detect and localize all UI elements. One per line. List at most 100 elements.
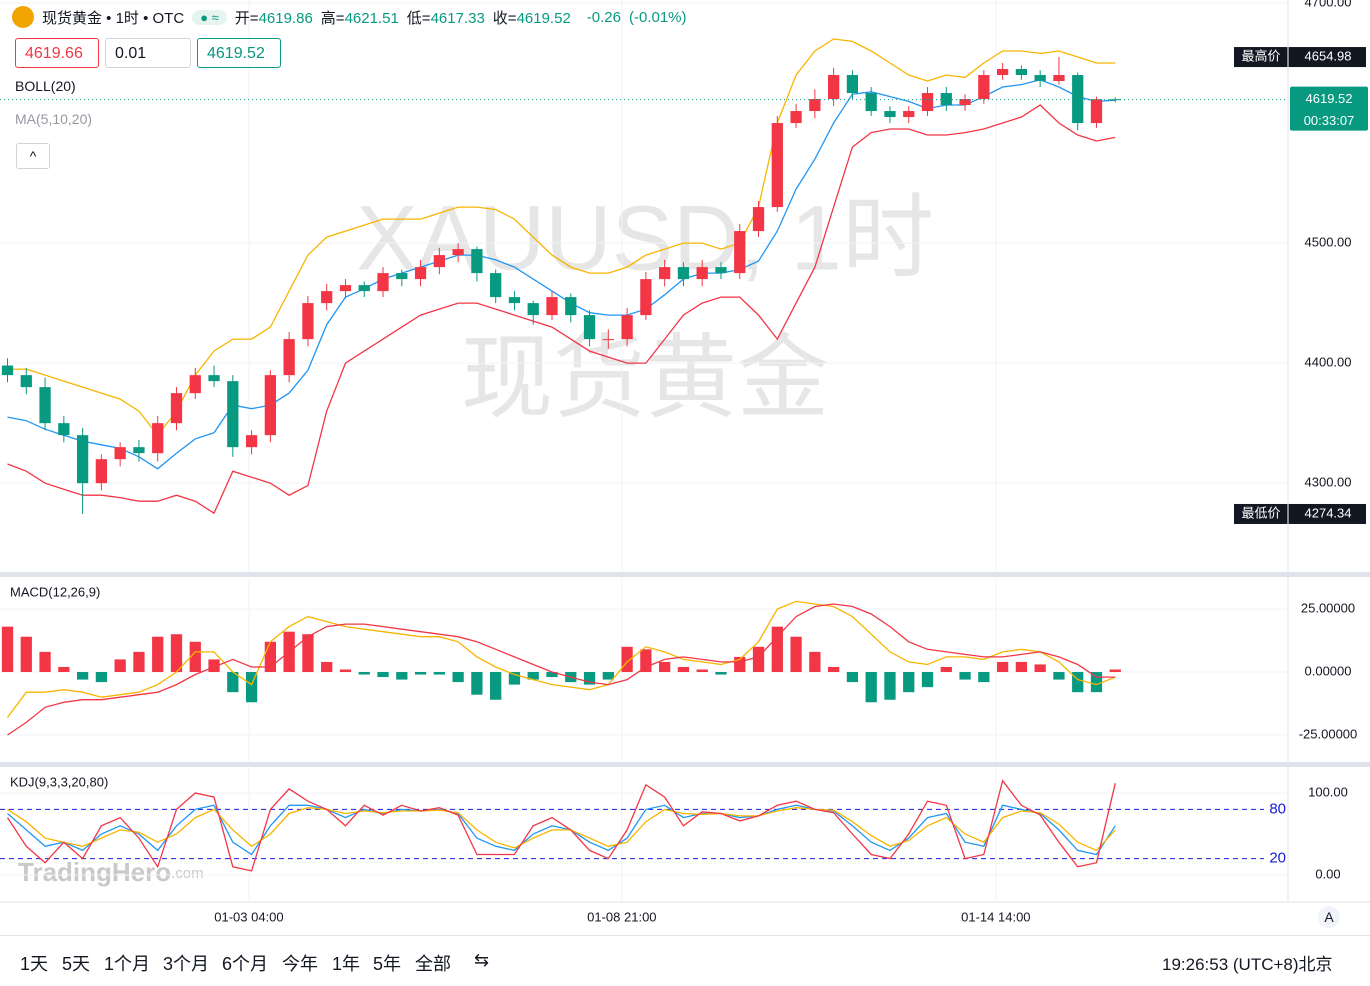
histogram-bar (865, 672, 877, 703)
histogram-bar (659, 661, 671, 673)
candle-body (828, 75, 840, 100)
clock: 19:26:53 (UTC+8)北京 (1162, 955, 1333, 974)
histogram-bar (452, 672, 464, 683)
histogram-bar (20, 636, 32, 673)
histogram-bar (996, 661, 1009, 673)
candle-body (490, 273, 502, 298)
countdown: 00:33:07 (1304, 113, 1355, 128)
histogram-bar (884, 672, 896, 700)
histogram-bar (1034, 664, 1046, 673)
histogram-bar (677, 666, 690, 673)
histogram-bar (809, 651, 821, 673)
ohlc-value: 4621.51 (344, 9, 399, 27)
candle-body (1034, 75, 1046, 82)
candle-body (302, 303, 314, 340)
candle-body (1109, 99, 1121, 101)
range-button[interactable]: 5年 (373, 954, 402, 974)
auto-scale[interactable]: A (1318, 906, 1340, 928)
candle-body (959, 99, 971, 106)
candle-body (659, 267, 671, 280)
spread[interactable]: 0.01 (105, 38, 191, 68)
badge-value: 4274.34 (1305, 505, 1352, 520)
indicator: BOLL(20) (15, 78, 76, 94)
range-button[interactable]: 6个月 (222, 954, 269, 974)
histogram-bar (1072, 672, 1084, 693)
logo-text: TradingHero (18, 857, 171, 887)
histogram-bar (715, 672, 727, 675)
symbol[interactable]: 现货黄金 • 1时 • OTC (42, 9, 185, 27)
pane: 4300.00 4400.00 4500.00 4700.00 4619.52 00:33… (0, 0, 1368, 572)
histogram-bar (358, 672, 370, 675)
y-tick-label: 100.00 (1308, 784, 1348, 799)
x-tick-label: 01-03 04:00 (214, 909, 283, 924)
histogram-bar (752, 646, 765, 673)
candle-body (640, 279, 652, 316)
histogram-bar (508, 672, 521, 685)
candle-body (677, 267, 690, 280)
y-tick-label: 0.00 (1315, 866, 1340, 881)
y-tick-label: -25.00000 (1299, 726, 1358, 741)
histogram-bar (771, 626, 783, 673)
range-button[interactable]: 1个月 (104, 954, 151, 974)
range-button[interactable]: 1天 (20, 954, 49, 974)
range-button[interactable]: 今年 (282, 954, 318, 974)
histogram-bar (58, 666, 70, 673)
pane-separator (0, 572, 1370, 577)
candle-body (865, 93, 877, 112)
histogram-bar (621, 646, 633, 673)
candle-body (114, 447, 126, 460)
range-button[interactable]: 1年 (332, 954, 361, 974)
histogram-bar (846, 672, 859, 683)
candle-body (1053, 75, 1065, 82)
range-button[interactable]: 5天 (62, 954, 91, 974)
badge-label: 最低价 (1241, 505, 1280, 520)
candle-body (152, 423, 164, 454)
histogram-bar (339, 669, 352, 673)
candle-body (20, 375, 32, 388)
candle-body (527, 303, 539, 316)
histogram-bar (734, 656, 746, 673)
candle-body (414, 267, 427, 280)
series-line (7, 804, 1116, 856)
candle-body (58, 423, 70, 436)
candle-body (734, 231, 746, 274)
watermark: 现货黄金 (461, 327, 829, 429)
candle-body (996, 69, 1009, 76)
extreme-badge (1234, 503, 1366, 524)
x-tick-label: 01-08 21:00 (587, 909, 656, 924)
candle-body (433, 255, 445, 268)
histogram-bar (471, 672, 483, 695)
candle-body (846, 75, 859, 94)
candle-body (921, 93, 934, 112)
y-tick-label: 4400.00 (1305, 355, 1352, 370)
histogram-bar (640, 649, 652, 673)
candle-body (1072, 75, 1084, 124)
ohlc-label: 收= (492, 9, 517, 27)
histogram-bar (189, 641, 201, 673)
candle-body (227, 381, 239, 448)
series-line (6, 600, 1116, 718)
buy-price[interactable]: 4619.52 (197, 38, 281, 68)
candle-body (1015, 69, 1028, 76)
histogram-bar (245, 672, 258, 703)
symbol-icon (12, 6, 34, 28)
histogram-bar (602, 672, 614, 680)
histogram-bar (133, 651, 145, 673)
histogram-bar (527, 672, 539, 680)
candle-body (358, 285, 370, 292)
histogram-bar (95, 672, 108, 683)
candle-body (903, 111, 915, 118)
collapse-button[interactable]: ^ (16, 143, 50, 169)
histogram-bar (903, 672, 915, 693)
range-button[interactable]: 3个月 (163, 954, 210, 974)
watermark: XAUUSD, 1时 (356, 187, 934, 289)
sell-price[interactable]: 4619.66 (15, 38, 99, 68)
header: 现货黄金 • 1时 • OTC ● ≈ 开=4619.86 高=4621.51 低=… (12, 6, 687, 28)
compare-icon[interactable]: ⇆ (474, 950, 490, 970)
logo-suffix: .com (171, 865, 204, 882)
histogram-bar (546, 672, 558, 678)
indicator: MA(5,10,20) (15, 111, 93, 127)
histogram-bar (39, 651, 51, 673)
range-button[interactable]: 全部 (415, 954, 451, 974)
series-line (7, 807, 1116, 852)
